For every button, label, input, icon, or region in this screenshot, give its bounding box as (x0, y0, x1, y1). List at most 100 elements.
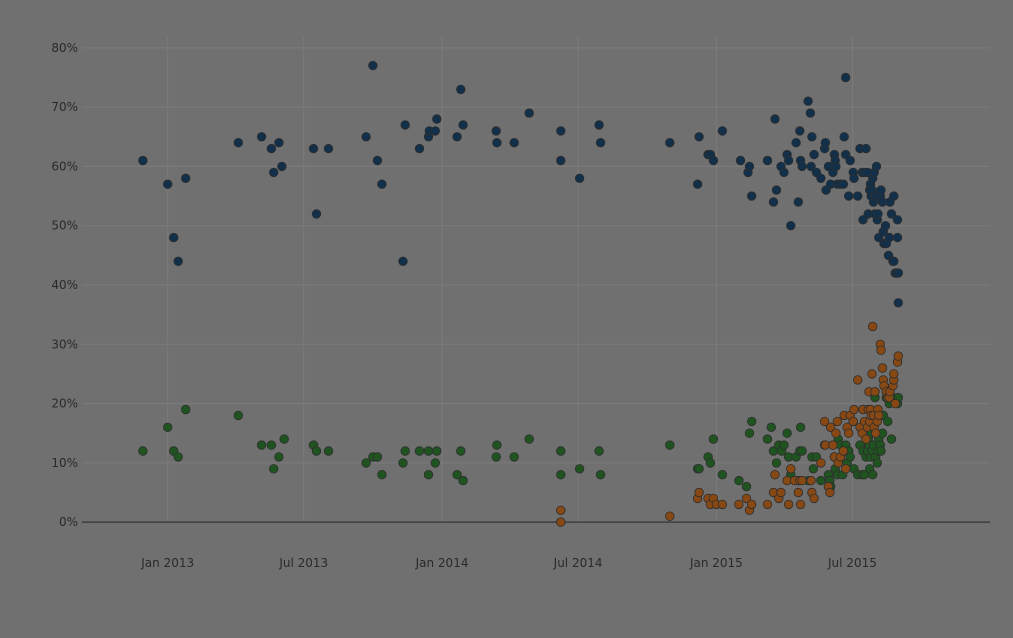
data-point (768, 197, 779, 207)
data-point (269, 464, 279, 474)
data-point (893, 268, 904, 278)
data-point (694, 487, 704, 498)
data-point (849, 173, 859, 184)
y-gridlines (82, 47, 990, 464)
data-point (839, 132, 849, 142)
data-point (883, 416, 893, 427)
data-point (377, 470, 387, 480)
data-point (279, 434, 289, 444)
data-point (872, 458, 883, 468)
data-point (556, 470, 566, 480)
data-point (786, 220, 796, 231)
data-point (233, 410, 244, 421)
data-point (861, 143, 871, 154)
data-point (779, 167, 789, 178)
data-point (832, 416, 843, 427)
data-point (323, 446, 334, 456)
data-point (509, 137, 519, 148)
data-point (708, 155, 719, 166)
data-point (795, 499, 806, 510)
data-point (491, 452, 501, 462)
data-point (809, 149, 819, 160)
data-point (432, 114, 442, 124)
y-axis-tick-labels: 0% 10% 20% 30% 40% 50% 60% 70% 80% (51, 41, 78, 529)
data-point (430, 126, 441, 136)
data-point (886, 209, 897, 219)
data-point (456, 84, 466, 95)
data-point (556, 517, 566, 527)
data-point (825, 487, 835, 498)
data-point (492, 137, 502, 148)
data-point (556, 446, 566, 456)
data-point (853, 375, 863, 385)
data-point (717, 126, 728, 136)
data-point (414, 446, 425, 456)
data-point (793, 487, 804, 498)
data-point (694, 464, 704, 474)
x-axis-tick-labels: Jan 2013 Jul 2013 Jan 2014 Jul 2014 Jan 2015… (140, 556, 877, 570)
data-point (594, 446, 604, 456)
data-point (892, 232, 903, 243)
data-point (173, 452, 183, 462)
data-point (665, 137, 675, 148)
data-point (877, 363, 888, 373)
x-tick-label: Jan 2015 (689, 556, 743, 570)
data-point (797, 475, 807, 486)
data-point (870, 387, 880, 397)
data-point (848, 416, 858, 427)
data-point (766, 422, 777, 433)
data-point (795, 126, 805, 136)
data-point (574, 464, 585, 474)
data-point (831, 428, 841, 438)
data-point (871, 161, 882, 172)
data-point (414, 143, 425, 154)
data-point (173, 256, 183, 267)
data-point (825, 422, 836, 433)
data-point (844, 428, 854, 438)
data-point (665, 511, 675, 521)
data-point (168, 232, 179, 243)
x-tick-label: Jan 2013 (140, 556, 194, 570)
data-point (884, 232, 895, 243)
y-tick-label: 80% (51, 41, 78, 55)
data-point (779, 440, 789, 450)
data-point (747, 499, 757, 510)
data-point (162, 179, 173, 189)
data-point (734, 475, 744, 486)
data-point (323, 143, 334, 154)
data-point (844, 191, 854, 201)
series-2-points (556, 321, 904, 527)
data-point (423, 446, 434, 456)
data-point (762, 434, 773, 444)
y-tick-label: 0% (59, 515, 78, 529)
series-0-points (138, 60, 904, 308)
data-point (889, 256, 899, 267)
data-point (816, 458, 826, 468)
y-tick-label: 10% (51, 456, 78, 470)
data-point (458, 475, 468, 486)
data-point (524, 108, 534, 118)
data-point (868, 470, 878, 480)
data-point (256, 132, 267, 142)
data-point (456, 446, 466, 456)
data-point (890, 398, 901, 409)
data-point (138, 155, 148, 166)
data-point (398, 458, 408, 468)
data-point (744, 428, 755, 438)
data-point (892, 215, 903, 225)
data-point (867, 369, 877, 379)
data-point (717, 499, 728, 510)
x-tick-label: Jan 2014 (415, 556, 469, 570)
series-1-points (138, 387, 904, 492)
data-point (556, 126, 566, 136)
data-point (423, 470, 434, 480)
data-point (734, 499, 744, 510)
data-point (771, 458, 782, 468)
y-tick-label: 20% (51, 397, 78, 411)
data-point (807, 132, 817, 142)
data-point (741, 493, 752, 504)
data-point (377, 179, 387, 189)
data-point (274, 452, 284, 462)
data-point (770, 470, 780, 480)
